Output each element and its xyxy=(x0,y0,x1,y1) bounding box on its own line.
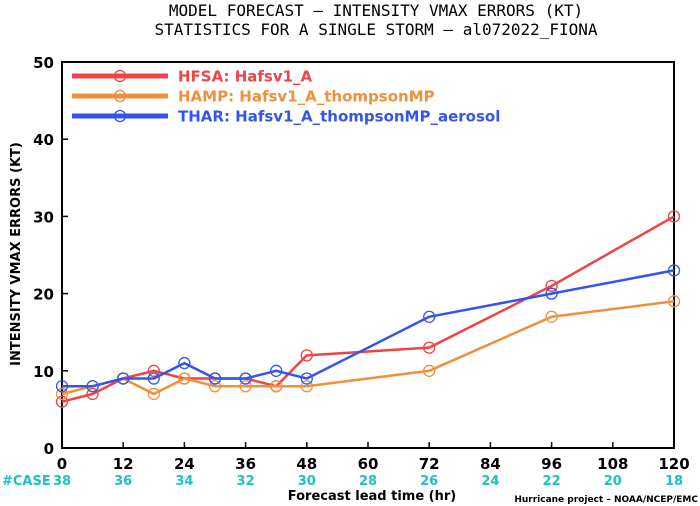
case-count: 34 xyxy=(175,474,193,489)
data-point xyxy=(117,372,130,385)
data-point xyxy=(545,310,558,323)
legend-marker xyxy=(113,89,127,103)
x-tick-label: 36 xyxy=(235,455,256,473)
data-point xyxy=(300,380,313,393)
data-point xyxy=(55,395,69,408)
legend-marker xyxy=(113,69,127,83)
data-point xyxy=(667,264,681,277)
series-2 xyxy=(55,264,681,393)
x-tick-label: 48 xyxy=(296,455,317,473)
data-point xyxy=(545,279,558,293)
case-count: 32 xyxy=(237,474,255,489)
data-point xyxy=(178,372,191,385)
case-count: 18 xyxy=(665,474,683,489)
data-point xyxy=(86,380,99,393)
data-point xyxy=(545,287,558,300)
data-point xyxy=(270,364,283,377)
data-point xyxy=(239,380,252,393)
case-count: 30 xyxy=(298,474,316,489)
y-tick-label: 40 xyxy=(33,131,54,149)
data-point xyxy=(667,210,681,223)
x-tick-label: 84 xyxy=(480,455,501,473)
data-point xyxy=(208,380,222,393)
legend-label: THAR: Hafsv1_A_thompsonMP_aerosol xyxy=(178,108,500,126)
data-point xyxy=(239,372,252,385)
case-count: 36 xyxy=(114,474,132,489)
data-point xyxy=(423,341,436,354)
x-tick-label: 108 xyxy=(597,455,628,473)
x-tick-label: 72 xyxy=(419,455,440,473)
y-tick-label: 20 xyxy=(33,286,54,304)
x-tick-label: 12 xyxy=(113,455,134,473)
plot-axes: 0381236243436324830602872268424962210820… xyxy=(33,54,690,489)
x-tick-label: 0 xyxy=(57,455,67,473)
data-point xyxy=(300,349,313,362)
y-axis-label: INTENSITY VMAX ERRORS (KT) xyxy=(9,142,24,366)
legend-label: HAMP: Hafsv1_A_thompsonMP xyxy=(178,88,435,106)
y-tick-label: 0 xyxy=(44,440,54,458)
data-point xyxy=(208,372,222,385)
case-count: 22 xyxy=(543,474,561,489)
x-tick-label: 60 xyxy=(358,455,379,473)
x-tick-label: 24 xyxy=(174,455,195,473)
data-point xyxy=(423,310,436,323)
chart-legend: HFSA: Hafsv1_A HAMP: Hafsv1_A_thompsonMP T… xyxy=(72,68,500,126)
data-point xyxy=(667,295,681,308)
case-count: 24 xyxy=(481,474,499,489)
data-point xyxy=(147,364,160,377)
chart-title-line1: MODEL FORECAST – INTENSITY VMAX ERRORS (… xyxy=(169,1,583,20)
x-tick-label: 96 xyxy=(541,455,562,473)
data-point xyxy=(178,356,191,370)
series-layer xyxy=(55,210,681,408)
x-tick-label: 120 xyxy=(658,455,689,473)
case-count: 20 xyxy=(604,474,622,489)
data-point xyxy=(147,387,160,401)
data-point xyxy=(423,364,436,377)
data-point xyxy=(300,372,313,385)
data-point xyxy=(55,380,69,393)
case-count: 26 xyxy=(420,474,438,489)
data-point xyxy=(55,387,69,401)
y-tick-label: 30 xyxy=(33,208,54,226)
y-tick-label: 50 xyxy=(33,54,54,72)
credit-text: Hurricane project – NOAA/NCEP/EMC xyxy=(514,495,698,505)
series-line xyxy=(62,269,675,388)
series-line xyxy=(61,215,675,403)
chart-title-line2: STATISTICS FOR A SINGLE STORM – al072022… xyxy=(154,20,597,39)
data-point xyxy=(147,372,160,385)
legend-label: HFSA: Hafsv1_A xyxy=(178,68,313,86)
data-point xyxy=(270,380,283,393)
data-point xyxy=(86,387,99,401)
x-axis-label: Forecast lead time (hr) xyxy=(288,489,456,504)
legend-marker xyxy=(113,109,127,123)
case-count: 38 xyxy=(53,474,71,489)
y-tick-label: 10 xyxy=(33,363,54,381)
case-count: 28 xyxy=(359,474,377,489)
case-count-label: #CASE xyxy=(2,474,51,489)
